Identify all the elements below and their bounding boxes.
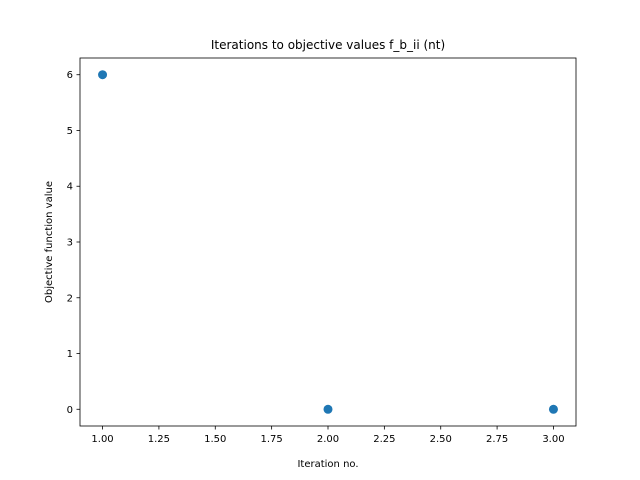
x-tick-label: 1.50 (204, 434, 226, 445)
data-point (98, 70, 108, 80)
x-tick-label: 1.00 (91, 434, 113, 445)
y-tick-label: 5 (67, 126, 73, 137)
x-axis-label: Iteration no. (297, 459, 358, 470)
y-tick-label: 2 (67, 293, 73, 304)
y-tick-label: 0 (67, 405, 73, 416)
data-point (323, 404, 333, 414)
x-tick-label: 3.00 (542, 434, 564, 445)
plot-area: 1.00 1.25 1.50 1.75 2.00 2.25 2.50 2.75 3.00 0 1 2 3… (67, 57, 577, 445)
x-tick-label: 2.00 (317, 434, 339, 445)
y-tick-label: 1 (67, 349, 73, 360)
data-point (548, 404, 558, 414)
x-tick-label: 2.50 (430, 434, 452, 445)
x-tick-label: 2.75 (486, 434, 508, 445)
y-tick-label: 6 (67, 70, 73, 81)
y-tick-label: 4 (67, 182, 73, 193)
x-tick-label: 1.75 (261, 434, 283, 445)
y-axis-label: Objective function value (44, 181, 55, 303)
chart-title: Iterations to objective values f_b_ii (n… (211, 38, 445, 52)
x-tick-label: 1.25 (148, 434, 170, 445)
axes-frame (79, 57, 577, 427)
y-tick-label: 3 (67, 238, 73, 249)
x-tick-label: 2.25 (373, 434, 395, 445)
